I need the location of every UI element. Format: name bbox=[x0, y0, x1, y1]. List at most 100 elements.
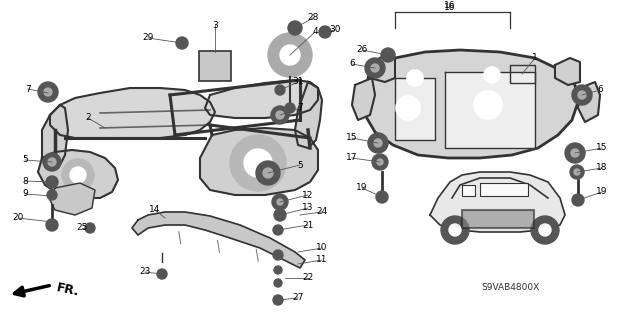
Text: 6: 6 bbox=[349, 60, 355, 69]
Circle shape bbox=[272, 194, 288, 210]
Polygon shape bbox=[365, 50, 578, 158]
Text: 29: 29 bbox=[142, 33, 154, 42]
Circle shape bbox=[571, 149, 579, 157]
Circle shape bbox=[176, 37, 188, 49]
Text: 19: 19 bbox=[356, 183, 368, 192]
Text: 16: 16 bbox=[444, 4, 456, 12]
Polygon shape bbox=[352, 78, 375, 120]
Polygon shape bbox=[445, 72, 535, 148]
Circle shape bbox=[484, 67, 500, 83]
Circle shape bbox=[43, 153, 61, 171]
Text: 15: 15 bbox=[346, 133, 358, 143]
Polygon shape bbox=[555, 58, 580, 85]
Circle shape bbox=[273, 225, 283, 235]
Polygon shape bbox=[430, 172, 565, 232]
Circle shape bbox=[372, 154, 388, 170]
Circle shape bbox=[263, 168, 273, 178]
Circle shape bbox=[374, 139, 382, 147]
Circle shape bbox=[539, 224, 551, 236]
Text: 20: 20 bbox=[12, 213, 24, 222]
Circle shape bbox=[271, 106, 289, 124]
Bar bbox=[462, 210, 534, 228]
Text: 1: 1 bbox=[532, 54, 538, 63]
Circle shape bbox=[46, 176, 58, 188]
Polygon shape bbox=[462, 185, 475, 196]
Circle shape bbox=[474, 91, 502, 119]
Text: 3: 3 bbox=[212, 20, 218, 29]
Text: 23: 23 bbox=[140, 268, 150, 277]
Text: 19: 19 bbox=[596, 188, 608, 197]
Circle shape bbox=[531, 216, 559, 244]
Text: 25: 25 bbox=[76, 224, 88, 233]
Text: 7: 7 bbox=[25, 85, 31, 93]
Circle shape bbox=[570, 165, 584, 179]
Text: 30: 30 bbox=[329, 26, 340, 34]
Text: FR.: FR. bbox=[55, 281, 81, 299]
Circle shape bbox=[70, 167, 86, 183]
Text: 17: 17 bbox=[346, 153, 358, 162]
Text: 31: 31 bbox=[292, 78, 304, 86]
Circle shape bbox=[230, 135, 286, 191]
Circle shape bbox=[274, 266, 282, 274]
Circle shape bbox=[256, 161, 280, 185]
Text: 6: 6 bbox=[597, 85, 603, 94]
Circle shape bbox=[275, 85, 285, 95]
Text: 5: 5 bbox=[22, 155, 28, 165]
Text: 27: 27 bbox=[292, 293, 304, 302]
Circle shape bbox=[274, 209, 286, 221]
Text: 21: 21 bbox=[302, 220, 314, 229]
Polygon shape bbox=[38, 150, 118, 198]
Circle shape bbox=[396, 96, 420, 120]
Circle shape bbox=[277, 199, 283, 205]
Text: 22: 22 bbox=[302, 273, 314, 283]
Text: 5: 5 bbox=[297, 160, 303, 169]
Circle shape bbox=[407, 70, 423, 86]
Circle shape bbox=[449, 224, 461, 236]
Circle shape bbox=[47, 190, 57, 200]
Circle shape bbox=[274, 279, 282, 287]
Text: 11: 11 bbox=[316, 256, 328, 264]
Text: 15: 15 bbox=[596, 144, 608, 152]
Circle shape bbox=[285, 103, 295, 113]
Circle shape bbox=[441, 216, 469, 244]
Circle shape bbox=[276, 111, 284, 119]
Polygon shape bbox=[205, 80, 318, 118]
Circle shape bbox=[44, 88, 52, 96]
Polygon shape bbox=[578, 82, 600, 122]
Circle shape bbox=[288, 21, 302, 35]
Circle shape bbox=[574, 169, 580, 175]
Text: 24: 24 bbox=[316, 207, 328, 217]
Circle shape bbox=[268, 33, 312, 77]
Circle shape bbox=[381, 48, 395, 62]
Text: 12: 12 bbox=[302, 190, 314, 199]
Circle shape bbox=[371, 64, 379, 72]
Polygon shape bbox=[200, 128, 318, 195]
Circle shape bbox=[376, 191, 388, 203]
Circle shape bbox=[377, 159, 383, 165]
Polygon shape bbox=[50, 88, 215, 138]
Circle shape bbox=[368, 133, 388, 153]
Circle shape bbox=[319, 26, 331, 38]
Text: 2: 2 bbox=[85, 114, 91, 122]
Text: 14: 14 bbox=[149, 205, 161, 214]
Text: 13: 13 bbox=[302, 204, 314, 212]
Text: 10: 10 bbox=[316, 243, 328, 253]
Polygon shape bbox=[295, 82, 322, 148]
Polygon shape bbox=[50, 183, 95, 215]
Circle shape bbox=[85, 223, 95, 233]
Polygon shape bbox=[395, 78, 435, 140]
Polygon shape bbox=[132, 212, 305, 268]
Circle shape bbox=[244, 149, 272, 177]
Polygon shape bbox=[368, 55, 395, 82]
Circle shape bbox=[365, 58, 385, 78]
Circle shape bbox=[572, 194, 584, 206]
Text: 9: 9 bbox=[22, 189, 28, 198]
Text: 8: 8 bbox=[22, 176, 28, 186]
Circle shape bbox=[38, 82, 58, 102]
Text: 28: 28 bbox=[307, 13, 319, 23]
Circle shape bbox=[578, 91, 586, 99]
Circle shape bbox=[48, 158, 56, 166]
Circle shape bbox=[572, 85, 592, 105]
Text: 18: 18 bbox=[596, 164, 608, 173]
Circle shape bbox=[273, 295, 283, 305]
